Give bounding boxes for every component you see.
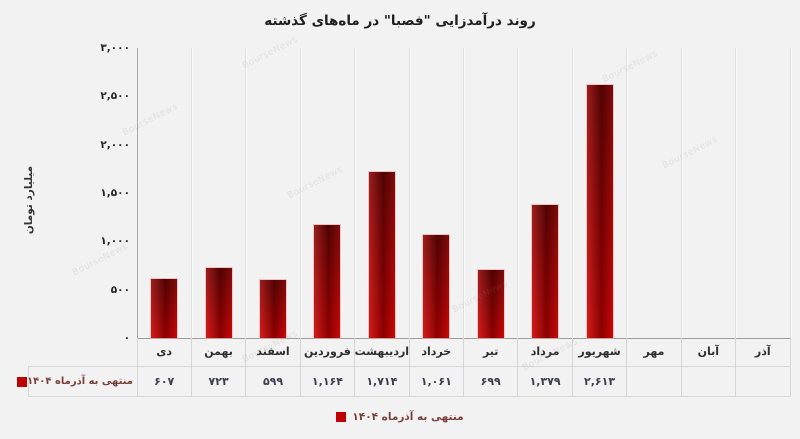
table-row-border xyxy=(137,396,790,397)
y-tick-label: ۰ xyxy=(123,332,130,344)
table-column-border xyxy=(137,338,138,397)
month-cell: خرداد xyxy=(421,345,452,358)
y-axis-line xyxy=(137,48,138,338)
value-cell: ۷۲۳ xyxy=(208,375,229,388)
month-cell: اردیبهشت xyxy=(354,345,410,358)
category-gridline xyxy=(408,48,410,338)
month-cell: بهمن xyxy=(204,345,233,358)
table-column-border xyxy=(789,338,791,397)
bar-5 xyxy=(423,235,450,338)
value-cell xyxy=(681,366,735,397)
chart-title: روند درآمدزایی "فصبا" در ماه‌های گذشته xyxy=(264,13,536,29)
series-legend-key-icon xyxy=(17,376,28,387)
bar-0 xyxy=(151,279,178,338)
bar-1 xyxy=(205,268,232,338)
y-tick-label: ۲,۵۰۰ xyxy=(100,90,130,103)
value-cell: ۱,۳۷۹ xyxy=(529,375,561,388)
table-column-border xyxy=(190,338,192,397)
table-column-border xyxy=(354,338,356,397)
month-cell: فروردین xyxy=(304,345,351,358)
value-cell: ۱,۱۶۴ xyxy=(311,375,343,388)
month-cell: آبان xyxy=(697,345,720,358)
month-cell: تیر xyxy=(482,345,499,358)
month-cell: اسفند xyxy=(256,345,290,358)
category-gridline xyxy=(190,48,192,338)
table-column-border xyxy=(463,338,464,397)
bar-8 xyxy=(586,85,613,338)
chart-legend: منتهی به آذرماه ۱۴۰۴ xyxy=(0,407,800,427)
value-cell: ۱,۰۶۱ xyxy=(420,375,452,388)
legend-key-icon xyxy=(336,412,347,422)
category-gridline xyxy=(517,48,519,338)
table-row-border xyxy=(137,366,790,367)
category-gridline xyxy=(680,48,682,338)
bar-7 xyxy=(532,204,559,338)
bar-2 xyxy=(260,280,287,338)
table-column-border xyxy=(408,338,410,397)
value-cell: ۶۰۷ xyxy=(154,375,175,388)
month-cell: دی xyxy=(156,345,173,358)
value-cell: ۲,۶۱۳ xyxy=(584,375,616,388)
data-table: دی ۶۰۷ بهمن ۷۲۳ اسفند ۵۹۹ فروردین ۱,۱۶۴ اردیبهشت… xyxy=(137,338,791,397)
table-column-border xyxy=(571,338,573,397)
month-cell: مرداد xyxy=(530,345,560,358)
category-gridline xyxy=(245,48,247,338)
table-column-border xyxy=(299,338,301,397)
category-gridline xyxy=(299,48,301,338)
y-tick-label: ۵۰۰ xyxy=(110,283,130,296)
month-cell: مهر xyxy=(643,345,665,358)
value-cell xyxy=(736,366,790,397)
value-cell: ۶۹۹ xyxy=(480,375,501,388)
table-column-border xyxy=(735,338,737,397)
value-cell: ۱,۷۱۴ xyxy=(366,375,398,388)
plot-area xyxy=(137,48,791,338)
value-cell xyxy=(627,366,681,397)
bar-6 xyxy=(477,270,504,338)
bar-4 xyxy=(368,172,395,338)
value-cell: ۵۹۹ xyxy=(262,375,284,388)
table-column-border xyxy=(626,338,628,397)
table-column-border xyxy=(680,338,682,397)
legend-label: منتهی به آذرماه ۱۴۰۴ xyxy=(352,411,464,423)
y-tick-label: ۲,۰۰۰ xyxy=(100,138,130,151)
category-gridline xyxy=(571,48,573,338)
y-tick-label: ۱,۵۰۰ xyxy=(100,187,130,199)
category-gridline xyxy=(463,48,464,338)
category-gridline xyxy=(789,48,791,338)
table-column-border xyxy=(517,338,519,397)
month-cell: شهریور xyxy=(578,345,621,358)
bar-3 xyxy=(314,225,341,338)
category-gridline xyxy=(626,48,628,338)
y-tick-label: ۳,۰۰۰ xyxy=(100,42,130,54)
month-cell: آذر xyxy=(754,345,771,358)
y-axis-title: میلیارد تومان xyxy=(23,165,35,235)
table-row-header-label: منتهی به آذرماه ۱۴۰۴ xyxy=(27,376,133,387)
table-column-border xyxy=(245,338,247,397)
table-row-header: منتهی به آذرماه ۱۴۰۴ xyxy=(17,366,137,397)
y-tick-label: ۱,۰۰۰ xyxy=(100,235,130,248)
category-gridline xyxy=(735,48,737,338)
category-gridline xyxy=(354,48,356,338)
